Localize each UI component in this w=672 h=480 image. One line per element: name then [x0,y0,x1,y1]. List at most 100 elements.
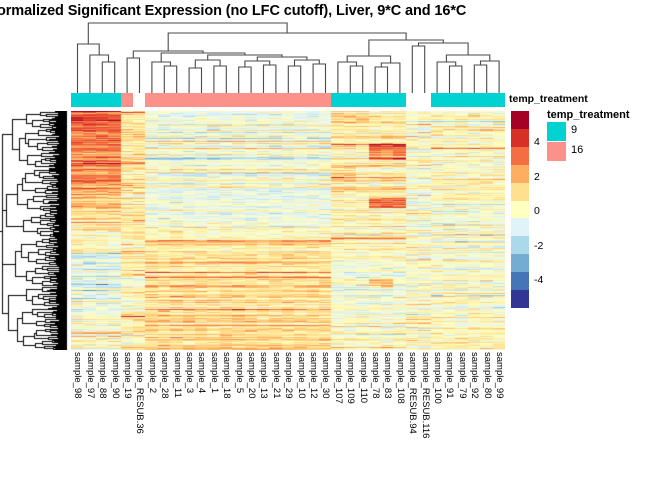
colorbar-block [511,165,529,183]
scale-tick-label: -2 [534,240,544,252]
annotation-cell [406,93,418,107]
heatmap-body [71,111,505,350]
colorbar-block [511,183,529,201]
column-label: sample_92 [469,352,480,399]
column-label: sample_18 [221,352,232,399]
annotation-cell [418,93,431,107]
column-label: sample_RESUB.94 [407,352,418,434]
column-dendrogram-path [76,22,500,93]
column-label: sample_28 [159,352,170,399]
annotation-cell [145,93,158,107]
column-label: sample_91 [444,352,455,399]
column-label: sample_30 [320,352,331,399]
column-label: sample_99 [494,352,505,399]
annotation-cell [170,93,183,107]
colorbar-block [511,272,529,290]
annotation-bar [71,93,505,107]
scale-tick-label: 2 [534,171,540,183]
annotation-cell [393,93,406,107]
colorbar-block [511,129,529,147]
annotation-cell [431,93,443,107]
colorbar-block [511,254,529,272]
annotation-cell [232,93,245,107]
annotation-cell [220,93,232,107]
annotation-cell [158,93,170,107]
column-label: sample_88 [97,352,108,399]
annotation-cell [455,93,468,107]
annotation-cell [269,93,282,107]
column-label: sample_12 [308,352,319,399]
column-label: sample_29 [283,352,294,399]
annotation-cell [381,93,393,107]
annotation-cell [344,93,356,107]
column-label: sample_11 [172,352,183,398]
column-label: sample_10 [296,352,307,399]
row-dendrogram [0,111,70,350]
annotation-cell [195,93,207,107]
annotation-cell [480,93,493,107]
annotation-cell [294,93,307,107]
column-label: sample_2 [147,352,158,394]
column-label: sample_107 [333,352,344,404]
column-label: sample_80 [482,352,493,399]
column-label: sample_109 [345,352,356,404]
colorbar-block [511,201,529,218]
column-label: sample_13 [258,352,269,399]
legend-label-16: 16 [571,144,584,156]
column-label: sample_108 [395,352,406,404]
annotation-bar-label: temp_treatment [509,93,588,105]
scale-legend-colorbar [511,111,529,308]
column-label: sample_19 [122,352,133,399]
column-label: sample_90 [110,352,121,399]
annotation-legend-title: temp_treatment [547,109,630,121]
annotation-cell [307,93,319,107]
column-label: sample_4 [196,352,207,394]
annotation-cell [356,93,369,107]
annotation-cell [443,93,455,107]
annotation-cell [207,93,220,107]
column-label: sample_98 [72,352,83,399]
legend-swatch-9 [547,122,566,141]
column-label: sample_83 [382,352,393,399]
column-label: sample_100 [432,352,443,404]
colorbar-block [511,147,529,165]
column-label: sample_21 [271,352,282,399]
annotation-cell [133,93,145,107]
column-label: sample_78 [370,352,381,399]
colorbar-block [511,290,529,308]
colorbar-block [511,218,529,236]
colorbar-block [511,236,529,254]
chart-title: ormalized Significant Expression (no LFC… [0,3,467,19]
annotation-cell [493,93,505,107]
column-labels: sample_98 sample_97 sample_88 sample_90 samp… [0,352,540,480]
scale-tick-label: 0 [534,205,540,217]
annotation-cell [83,93,96,107]
column-label: sample_RESUB.116 [420,352,431,439]
column-label: sample_3 [184,352,195,394]
colorbar-block [511,111,529,129]
annotation-cell [369,93,381,107]
annotation-cell [183,93,195,107]
annotation-cell [468,93,480,107]
annotation-cell [282,93,294,107]
column-dendrogram [76,22,500,93]
column-label: sample_97 [85,352,96,399]
annotation-cell [331,93,344,107]
scale-tick-label: 4 [534,136,540,148]
column-label: sample_110 [358,352,369,404]
column-label: sample_79 [457,352,468,399]
annotation-cell [257,93,269,107]
annotation-cell [71,93,83,107]
annotation-cell [96,93,108,107]
annotation-cell [121,93,133,107]
scale-tick-label: -4 [534,274,544,286]
annotation-cell [319,93,331,107]
column-label: sample_20 [246,352,257,399]
annotation-cell [245,93,257,107]
legend-swatch-16 [547,142,566,161]
column-label: sample_5 [234,352,245,394]
annotation-cell [108,93,121,107]
legend-label-9: 9 [571,124,578,136]
column-label: sample_RESUB.36 [134,352,145,434]
